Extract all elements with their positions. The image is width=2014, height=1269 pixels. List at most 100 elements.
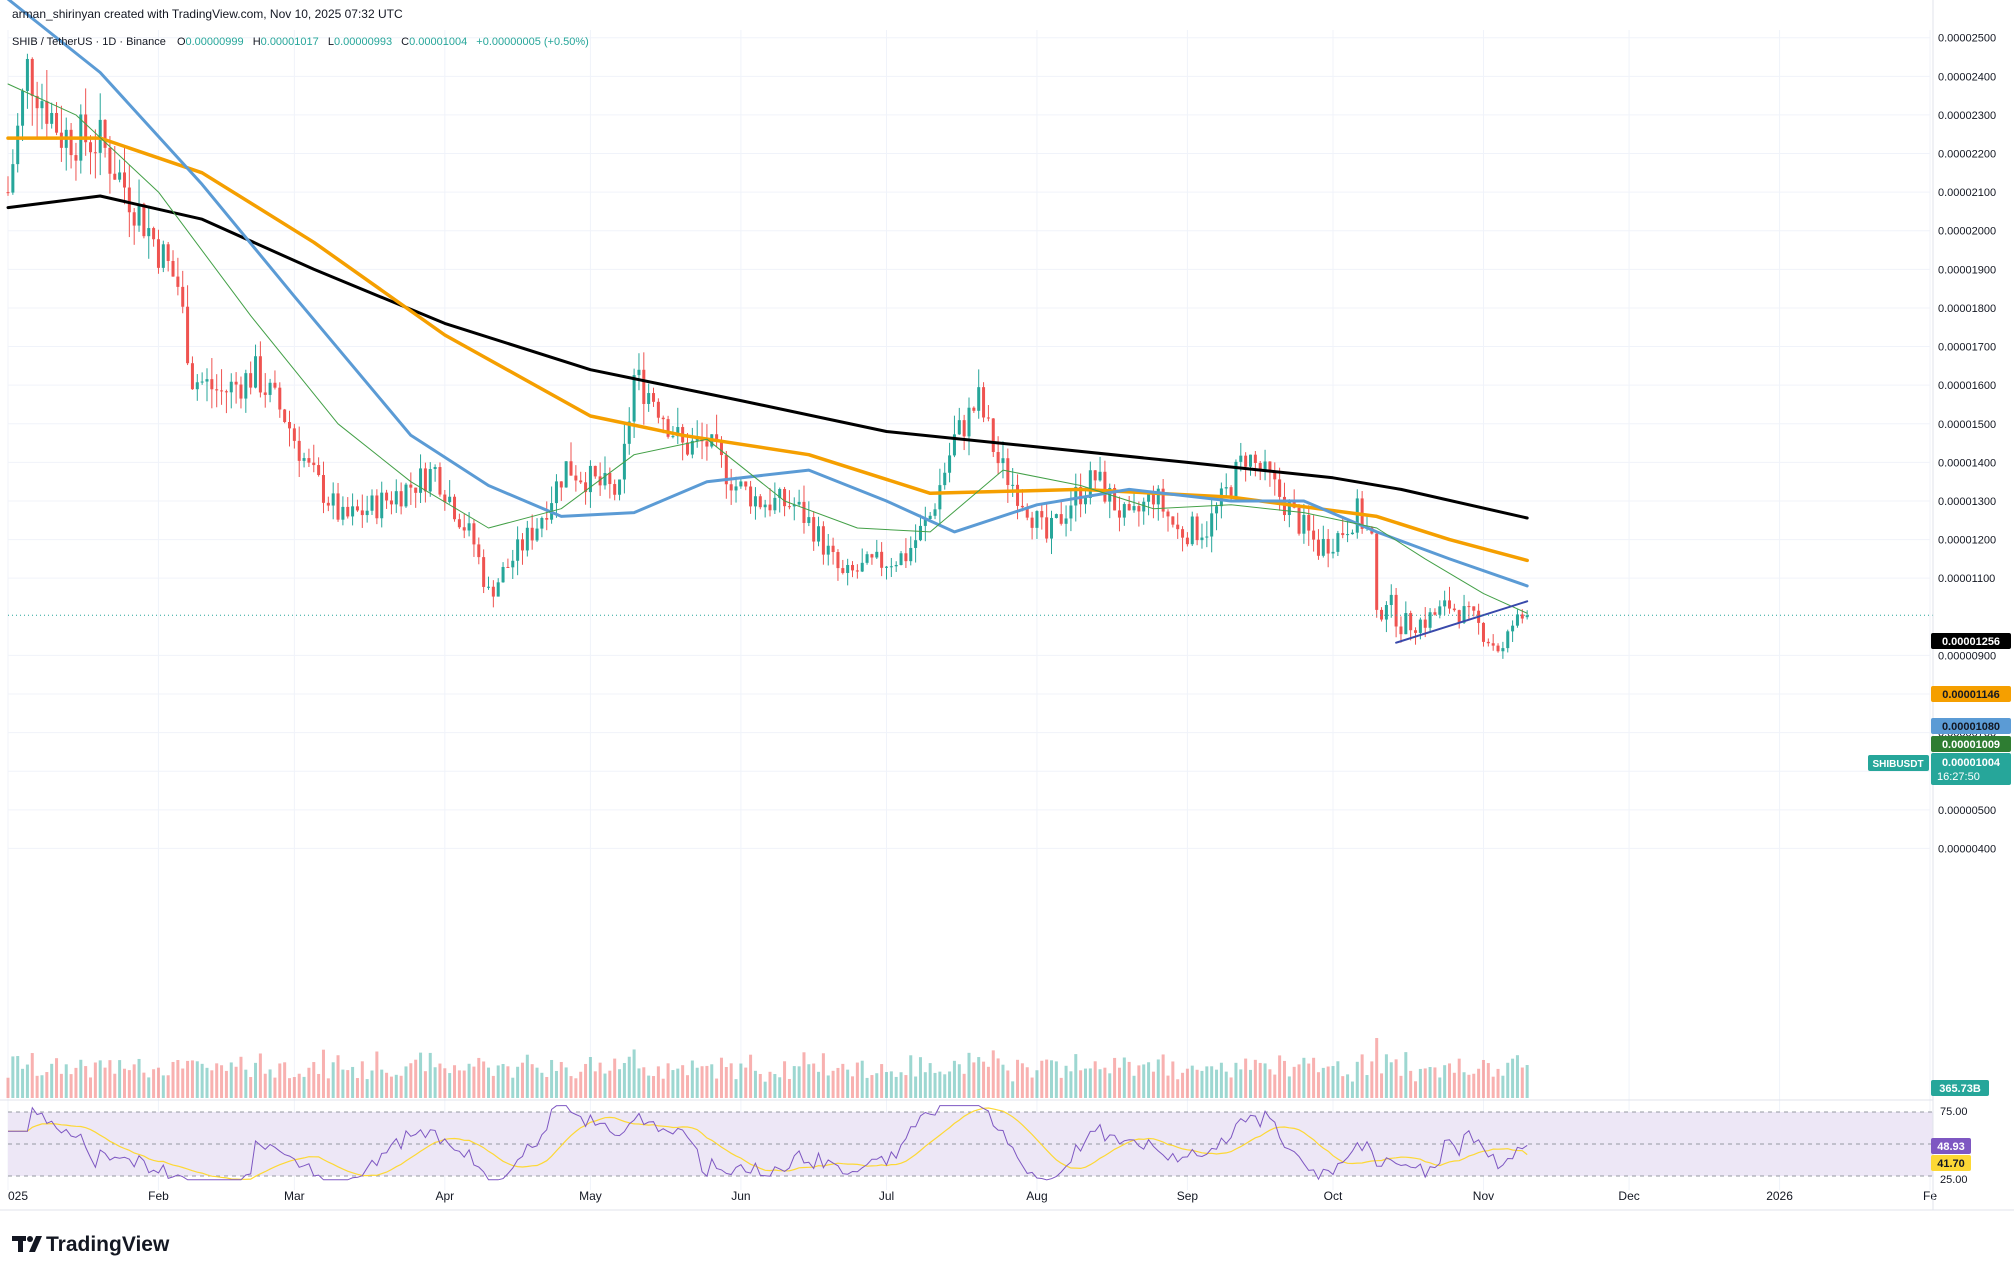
candle-body bbox=[423, 468, 427, 492]
candle-body bbox=[1515, 614, 1519, 626]
candle-body bbox=[409, 484, 413, 488]
x-tick-label: Nov bbox=[1473, 1189, 1494, 1203]
volume-bar bbox=[234, 1066, 238, 1098]
candle-body bbox=[166, 244, 170, 261]
volume-bar bbox=[627, 1056, 631, 1098]
volume-bar bbox=[982, 1061, 986, 1098]
candle-body bbox=[360, 510, 364, 516]
candles[interactable] bbox=[6, 53, 1529, 659]
candle-body bbox=[719, 441, 723, 456]
volume-bar bbox=[695, 1067, 699, 1098]
x-tick-label: Jun bbox=[731, 1189, 750, 1203]
candle-body bbox=[996, 451, 1000, 464]
volume-bar bbox=[598, 1062, 602, 1098]
volume-bar bbox=[331, 1062, 335, 1098]
candle-body bbox=[6, 192, 10, 194]
volume-bar bbox=[652, 1076, 656, 1098]
volume-bar bbox=[351, 1066, 355, 1098]
candle-body bbox=[1350, 532, 1354, 535]
candle-body bbox=[977, 387, 981, 411]
volume-bar bbox=[744, 1067, 748, 1098]
volume-bar bbox=[1278, 1055, 1282, 1098]
rsi-panel[interactable] bbox=[8, 1105, 1933, 1181]
volume-bar bbox=[506, 1066, 510, 1098]
candle-body bbox=[1506, 631, 1510, 649]
volume-bar bbox=[93, 1062, 97, 1098]
volume-bar bbox=[79, 1059, 83, 1098]
candle-body bbox=[608, 472, 612, 485]
volume-bar bbox=[817, 1071, 821, 1098]
symbol-tag[interactable]: SHIBUSDT bbox=[1868, 755, 1929, 771]
candle-body bbox=[200, 381, 204, 383]
candle-body bbox=[1137, 506, 1141, 512]
volume-bar bbox=[1380, 1073, 1384, 1098]
candle-body bbox=[254, 356, 258, 388]
volume-bar bbox=[574, 1078, 578, 1098]
candle-body bbox=[132, 212, 136, 226]
volume-bar bbox=[443, 1068, 447, 1098]
last-price-text: 0.00001004 bbox=[1942, 757, 2001, 769]
candle-body bbox=[1486, 641, 1490, 644]
candle-body bbox=[511, 560, 515, 568]
candle-body bbox=[1258, 462, 1262, 472]
volume-bar bbox=[1147, 1062, 1151, 1098]
candle-body bbox=[841, 568, 845, 573]
candle-body bbox=[224, 391, 228, 393]
volume-bar bbox=[1365, 1075, 1369, 1098]
candle-body bbox=[909, 547, 913, 562]
candle-body bbox=[399, 491, 403, 507]
candle-body bbox=[559, 481, 563, 488]
volume-bar bbox=[414, 1059, 418, 1098]
candle-body bbox=[637, 369, 641, 376]
tradingview-logo[interactable]: TradingView bbox=[12, 1233, 170, 1256]
candle-body bbox=[288, 422, 292, 429]
candle-body bbox=[1045, 517, 1049, 539]
candle-body bbox=[797, 501, 801, 505]
volume-bar bbox=[914, 1076, 918, 1098]
candle-body bbox=[1011, 484, 1015, 486]
volume-bar bbox=[1244, 1058, 1248, 1098]
y-tick-label: 0.00002200 bbox=[1938, 149, 1996, 161]
open-label: O bbox=[177, 36, 186, 48]
candle-body bbox=[982, 387, 986, 418]
volume-bar bbox=[346, 1070, 350, 1098]
volume-bar bbox=[336, 1055, 340, 1098]
volume-bar bbox=[113, 1073, 117, 1098]
candle-body bbox=[244, 373, 248, 399]
volume-bar bbox=[1462, 1072, 1466, 1098]
y-tick-label: 0.00001500 bbox=[1938, 419, 1996, 431]
volume-bar bbox=[1433, 1067, 1437, 1098]
badge-ma200-text: 0.00001256 bbox=[1942, 636, 2000, 648]
volume-bar bbox=[419, 1052, 423, 1098]
candle-body bbox=[1190, 516, 1194, 545]
candle-body bbox=[205, 379, 209, 382]
candle-body bbox=[375, 495, 379, 519]
volume-bar bbox=[1234, 1062, 1238, 1098]
candle-body bbox=[1016, 484, 1020, 506]
volume-bar bbox=[1263, 1063, 1267, 1098]
volume-bar bbox=[1447, 1063, 1452, 1098]
volume-bar bbox=[89, 1077, 93, 1098]
volume-bar bbox=[1001, 1064, 1005, 1098]
y-tick-label: 0.00001200 bbox=[1938, 535, 1996, 547]
candle-body bbox=[817, 526, 821, 542]
candle-body bbox=[870, 554, 874, 558]
candle-body bbox=[598, 476, 602, 486]
volume-bar bbox=[1064, 1065, 1068, 1098]
candle-body bbox=[778, 489, 782, 498]
candle-body bbox=[957, 420, 961, 435]
volume-bar bbox=[1253, 1059, 1257, 1098]
volume-bar bbox=[559, 1061, 563, 1098]
volume-bar bbox=[554, 1070, 558, 1098]
candle-body bbox=[773, 497, 777, 511]
candle-body bbox=[1452, 608, 1456, 611]
candle-body bbox=[1394, 594, 1398, 627]
volume-bar bbox=[753, 1070, 757, 1098]
volume-bar bbox=[1370, 1061, 1374, 1098]
volume-bar bbox=[516, 1066, 520, 1098]
volume-bar bbox=[1122, 1057, 1126, 1098]
candle-body bbox=[103, 119, 107, 148]
candle-body bbox=[302, 458, 306, 461]
candle-body bbox=[1035, 511, 1039, 528]
